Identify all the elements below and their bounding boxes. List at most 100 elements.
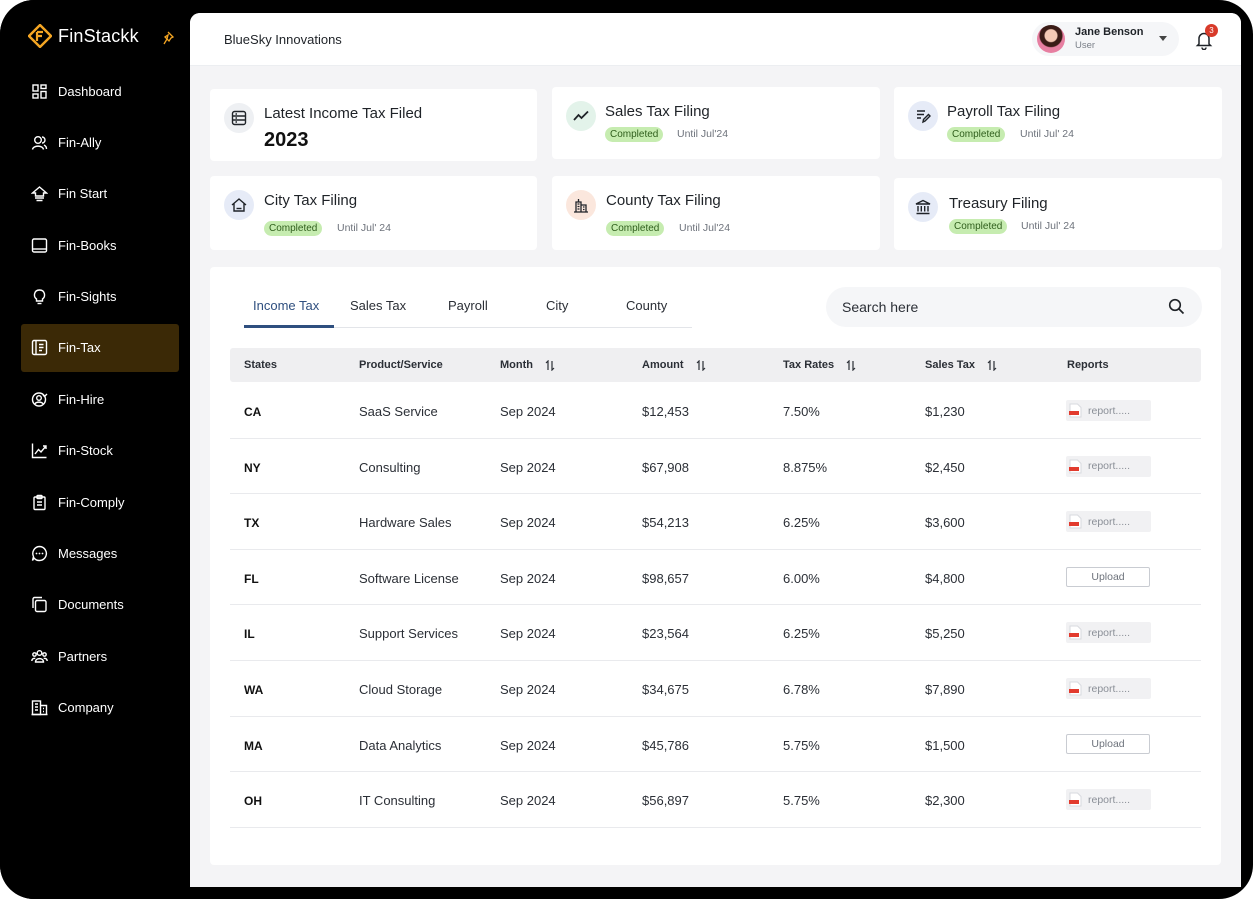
sort-icon[interactable]: [846, 359, 856, 371]
sidebar-item-messages[interactable]: Messages: [21, 530, 179, 578]
lightbulb-icon: [33, 289, 46, 305]
sales-tax-card[interactable]: Sales Tax Filing Completed Until Jul'24: [552, 87, 880, 159]
hire-icon: [31, 392, 48, 407]
sidebar-item-fin-hire[interactable]: Fin-Hire: [21, 375, 179, 423]
payroll-tax-card[interactable]: Payroll Tax Filing Completed Until Jul' …: [894, 87, 1222, 159]
cell-tax-rate: 6.25%: [783, 515, 820, 531]
header-label: States: [244, 359, 278, 371]
column-header-amount[interactable]: Amount: [642, 359, 706, 371]
table-row: NY Consulting Sep 2024 $67,908 8.875% $2…: [230, 439, 1201, 495]
tab-payroll[interactable]: Payroll: [448, 298, 488, 313]
sidebar-item-fin-books[interactable]: Fin-Books: [21, 221, 179, 269]
treasury-filing-card[interactable]: Treasury Filing Completed Until Jul' 24: [894, 178, 1222, 250]
house-icon: [231, 198, 247, 212]
search-input[interactable]: [826, 287, 1202, 327]
sort-icon[interactable]: [696, 359, 706, 371]
table-row: WA Cloud Storage Sep 2024 $34,675 6.78% …: [230, 661, 1201, 717]
users-icon: [31, 135, 48, 150]
report-file-chip[interactable]: report.....: [1066, 678, 1151, 699]
tab-city[interactable]: City: [546, 298, 569, 313]
report-file-chip[interactable]: report.....: [1066, 511, 1151, 533]
sidebar-item-fin-comply[interactable]: Fin-Comply: [21, 478, 179, 526]
table-row: OH IT Consulting Sep 2024 $56,897 5.75% …: [230, 772, 1201, 828]
tax-table-panel: Income Tax Sales Tax Payroll City County…: [210, 267, 1221, 865]
documents-icon: [32, 597, 47, 613]
cell-tax-rate: 6.25%: [783, 626, 820, 642]
cell-amount: $54,213: [642, 515, 689, 531]
pdf-file-icon: [1069, 514, 1082, 529]
sidebar-item-company[interactable]: Company: [21, 684, 179, 732]
avatar: [1037, 25, 1065, 53]
table-row: CA SaaS Service Sep 2024 $12,453 7.50% $…: [230, 383, 1201, 439]
sidebar-item-fin-sights[interactable]: Fin-Sights: [21, 273, 179, 321]
chat-icon: [31, 545, 48, 562]
cell-month: Sep 2024: [500, 793, 556, 809]
header-label: Tax Rates: [783, 359, 835, 371]
tax-document-icon: [31, 340, 48, 356]
cell-sales-tax: $2,300: [925, 793, 965, 809]
city-tax-card[interactable]: City Tax Filing Completed Until Jul' 24: [210, 176, 537, 250]
sidebar-item-dashboard[interactable]: Dashboard: [21, 67, 179, 115]
cell-state: MA: [244, 738, 263, 753]
sidebar-item-label: Fin-Hire: [58, 391, 105, 407]
card-icon-wrap: [908, 101, 938, 131]
cell-product: Software License: [359, 570, 459, 586]
sidebar-item-label: Dashboard: [58, 83, 122, 99]
report-file-chip[interactable]: report.....: [1066, 455, 1151, 477]
book-icon: [31, 237, 48, 253]
sort-icon[interactable]: [987, 359, 997, 371]
report-filename: report.....: [1088, 460, 1131, 473]
sort-icon[interactable]: [545, 359, 555, 371]
tab-sales-tax[interactable]: Sales Tax: [350, 298, 407, 313]
report-filename: report.....: [1088, 682, 1131, 695]
edit-document-icon: [917, 110, 931, 124]
column-header-tax-rates[interactable]: Tax Rates: [783, 359, 856, 371]
user-menu[interactable]: Jane Benson User: [1032, 22, 1179, 56]
sidebar-item-documents[interactable]: Documents: [21, 581, 179, 629]
report-file-chip[interactable]: report.....: [1066, 400, 1151, 421]
column-header-reports: Reports: [1067, 359, 1109, 371]
card-icon-wrap: [566, 101, 596, 131]
user-name: Jane Benson: [1075, 26, 1144, 38]
income-tax-card[interactable]: Latest Income Tax Filed 2023: [210, 89, 537, 161]
tab-county[interactable]: County: [626, 298, 668, 313]
report-file-chip[interactable]: report.....: [1066, 789, 1151, 811]
sidebar-item-fin-stock[interactable]: Fin-Stock: [21, 427, 179, 475]
cell-sales-tax: $2,450: [925, 459, 965, 475]
column-header-month[interactable]: Month: [500, 359, 555, 371]
pin-icon[interactable]: [163, 31, 177, 45]
card-title: Treasury Filing: [949, 195, 1048, 212]
tab-income-tax[interactable]: Income Tax: [253, 298, 320, 313]
cell-amount: $12,453: [642, 404, 689, 419]
cell-product: SaaS Service: [359, 404, 438, 419]
until-date: Until Jul'24: [679, 222, 731, 234]
sidebar-item-fin-tax[interactable]: Fin-Tax: [21, 323, 179, 372]
county-tax-card[interactable]: County Tax Filing Completed Until Jul'24: [552, 176, 880, 250]
income-year: 2023: [264, 129, 309, 151]
clipboard-icon: [33, 494, 46, 510]
cell-amount: $56,897: [642, 793, 689, 809]
search-icon[interactable]: [1168, 298, 1185, 315]
cell-sales-tax: $1,500: [925, 737, 965, 753]
top-bar: BlueSky Innovations Jane Benson User 3: [190, 13, 1241, 66]
user-role: User: [1075, 40, 1096, 51]
sidebar: FinStackk Dashboard Fin-Ally Fin Start F…: [0, 0, 190, 899]
status-badge: Completed: [606, 221, 665, 236]
sidebar-item-fin-ally[interactable]: Fin-Ally: [21, 118, 179, 166]
header-label: Amount: [642, 359, 684, 371]
upload-button[interactable]: Upload: [1066, 566, 1150, 587]
cell-amount: $67,908: [642, 459, 689, 475]
logo[interactable]: FinStackk: [28, 24, 139, 48]
cell-state: CA: [244, 405, 262, 419]
brand-name: FinStackk: [58, 25, 139, 46]
home-start-icon: [31, 186, 48, 202]
sidebar-item-partners[interactable]: Partners: [21, 632, 179, 680]
column-header-sales-tax[interactable]: Sales Tax: [925, 359, 997, 371]
report-file-chip[interactable]: report.....: [1066, 622, 1151, 644]
upload-button[interactable]: Upload: [1066, 733, 1150, 754]
sidebar-item-fin-start[interactable]: Fin Start: [21, 170, 179, 218]
cell-sales-tax: $1,230: [925, 404, 965, 419]
column-header-product: Product/Service: [359, 359, 443, 371]
table-header: States Product/Service Month Amount Tax …: [230, 348, 1201, 382]
